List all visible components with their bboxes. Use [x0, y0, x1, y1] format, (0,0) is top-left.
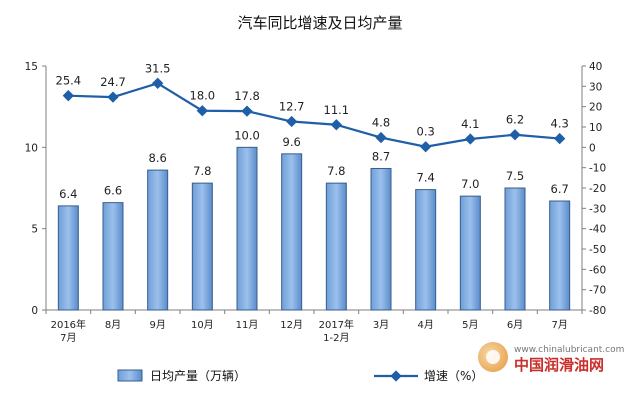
y-right-tick-label: 20	[589, 102, 602, 114]
chart-title: 汽车同比增速及日均产量	[237, 14, 402, 32]
bar	[504, 187, 526, 311]
line-data-label: 25.4	[56, 74, 82, 88]
x-tick-label: 12月	[280, 319, 303, 331]
bar-data-label: 6.4	[59, 187, 77, 201]
line-point-marker	[62, 90, 74, 102]
line-point-marker	[554, 132, 566, 145]
line-data-label: 18.0	[190, 89, 216, 103]
legend-line-label: 增速（%）	[424, 369, 483, 383]
line-point-marker	[107, 91, 119, 103]
y-right-tick-label: 30	[589, 81, 602, 93]
bar-data-label: 8.6	[149, 151, 167, 165]
bar	[415, 189, 437, 311]
bar	[549, 200, 571, 311]
watermark-url: www.chinalubricant.com	[514, 345, 624, 355]
line-point-marker	[420, 141, 432, 153]
bar	[147, 169, 169, 311]
legend-bar-swatch	[117, 369, 143, 382]
line-data-label: 12.7	[279, 100, 305, 114]
line-point-marker	[509, 129, 521, 141]
y-left-tick-label: 5	[31, 224, 38, 236]
y-right-tick-label: 10	[589, 122, 602, 134]
y-right-tick-label: -60	[589, 264, 606, 276]
y-left-tick-label: 10	[25, 142, 38, 154]
bar	[459, 195, 481, 311]
bar-data-label: 6.6	[104, 184, 122, 198]
x-tick-label: 5月	[462, 319, 478, 331]
bar-data-label: 7.5	[506, 169, 524, 183]
y-right-tick-label: -70	[589, 285, 606, 297]
legend-line-marker	[390, 370, 402, 382]
line-point-marker	[330, 119, 342, 131]
bar-data-label: 7.4	[417, 171, 435, 185]
bar	[102, 202, 124, 311]
x-tick-label: 2017年 1-2月	[319, 318, 354, 344]
bar-data-label: 8.7	[372, 149, 390, 163]
y-right-tick-label: -10	[589, 163, 606, 175]
bar-data-label: 10.0	[234, 128, 260, 142]
watermark-logo-inner-icon	[486, 350, 500, 364]
line-data-label: 4.3	[551, 117, 569, 131]
legend: 日均产量（万辆） 增速（%）	[117, 369, 483, 383]
y-right-tick-label: -30	[589, 203, 606, 215]
bar-data-label: 6.7	[551, 182, 569, 196]
bar-data-label: 7.0	[461, 177, 479, 191]
line-data-label: 17.8	[234, 89, 260, 103]
line-point-marker	[375, 131, 387, 144]
line-data-label: 4.1	[461, 117, 479, 131]
legend-bar-label: 日均产量（万辆）	[150, 369, 246, 383]
line-point-marker	[286, 115, 298, 128]
x-tick-label: 9月	[149, 319, 165, 331]
x-tick-label: 6月	[507, 319, 523, 331]
axes: 0 5 10 15 40 30 20 10 0 -10 -20 -30 -40 -50 -60 -70 -80 2…	[25, 61, 607, 344]
bar	[325, 182, 347, 311]
bar	[281, 153, 303, 311]
y-right-tick-label: 40	[589, 61, 602, 73]
x-tick-label: 10月	[191, 319, 214, 331]
watermark-name: 中国润滑油网	[514, 356, 604, 374]
x-tick-label: 11月	[236, 319, 259, 331]
bar-data-label: 9.6	[283, 135, 301, 149]
x-tick-label: 8月	[105, 319, 121, 331]
y-left-tick-label: 0	[31, 305, 38, 317]
growth-line	[68, 82, 560, 148]
line-point-marker	[464, 133, 476, 145]
bar-series: 6.4 6.6 8.6 7.8 10.0 9.6 7.8 8.7 7.4 7.0 7.5 6.7	[57, 128, 571, 311]
bar	[370, 167, 392, 311]
line-data-label: 11.1	[324, 103, 350, 117]
y-right-tick-label: -20	[589, 183, 606, 195]
line-data-label: 0.3	[417, 125, 435, 139]
line-data-label: 24.7	[100, 75, 126, 89]
x-tick-label: 3月	[373, 319, 389, 331]
line-series: 25.4 24.7 31.5 18.0 17.8 12.7 11.1 4.8 0.3 4.1 6.2…	[56, 61, 569, 153]
x-tick-label: 2016年 7月	[51, 318, 86, 344]
bar	[57, 205, 79, 311]
bar-data-label: 7.8	[327, 164, 345, 178]
line-point-marker	[196, 105, 208, 117]
line-data-label: 6.2	[506, 113, 524, 127]
watermark: www.chinalubricant.com 中国润滑油网	[478, 342, 624, 374]
line-point-marker	[241, 105, 253, 117]
line-data-label: 31.5	[145, 61, 171, 75]
bar	[191, 182, 213, 311]
y-right-tick-label: -80	[589, 305, 606, 317]
y-right-tick-label: -40	[589, 224, 606, 236]
bar-data-label: 7.8	[193, 164, 211, 178]
line-point-marker	[152, 77, 164, 89]
bar	[236, 146, 258, 311]
y-right-tick-label: -50	[589, 244, 606, 256]
line-data-label: 4.8	[372, 116, 390, 130]
x-tick-label: 4月	[417, 319, 433, 331]
y-right-tick-label: 0	[589, 142, 596, 154]
y-left-tick-label: 15	[25, 61, 38, 73]
x-tick-label: 7月	[551, 319, 567, 331]
